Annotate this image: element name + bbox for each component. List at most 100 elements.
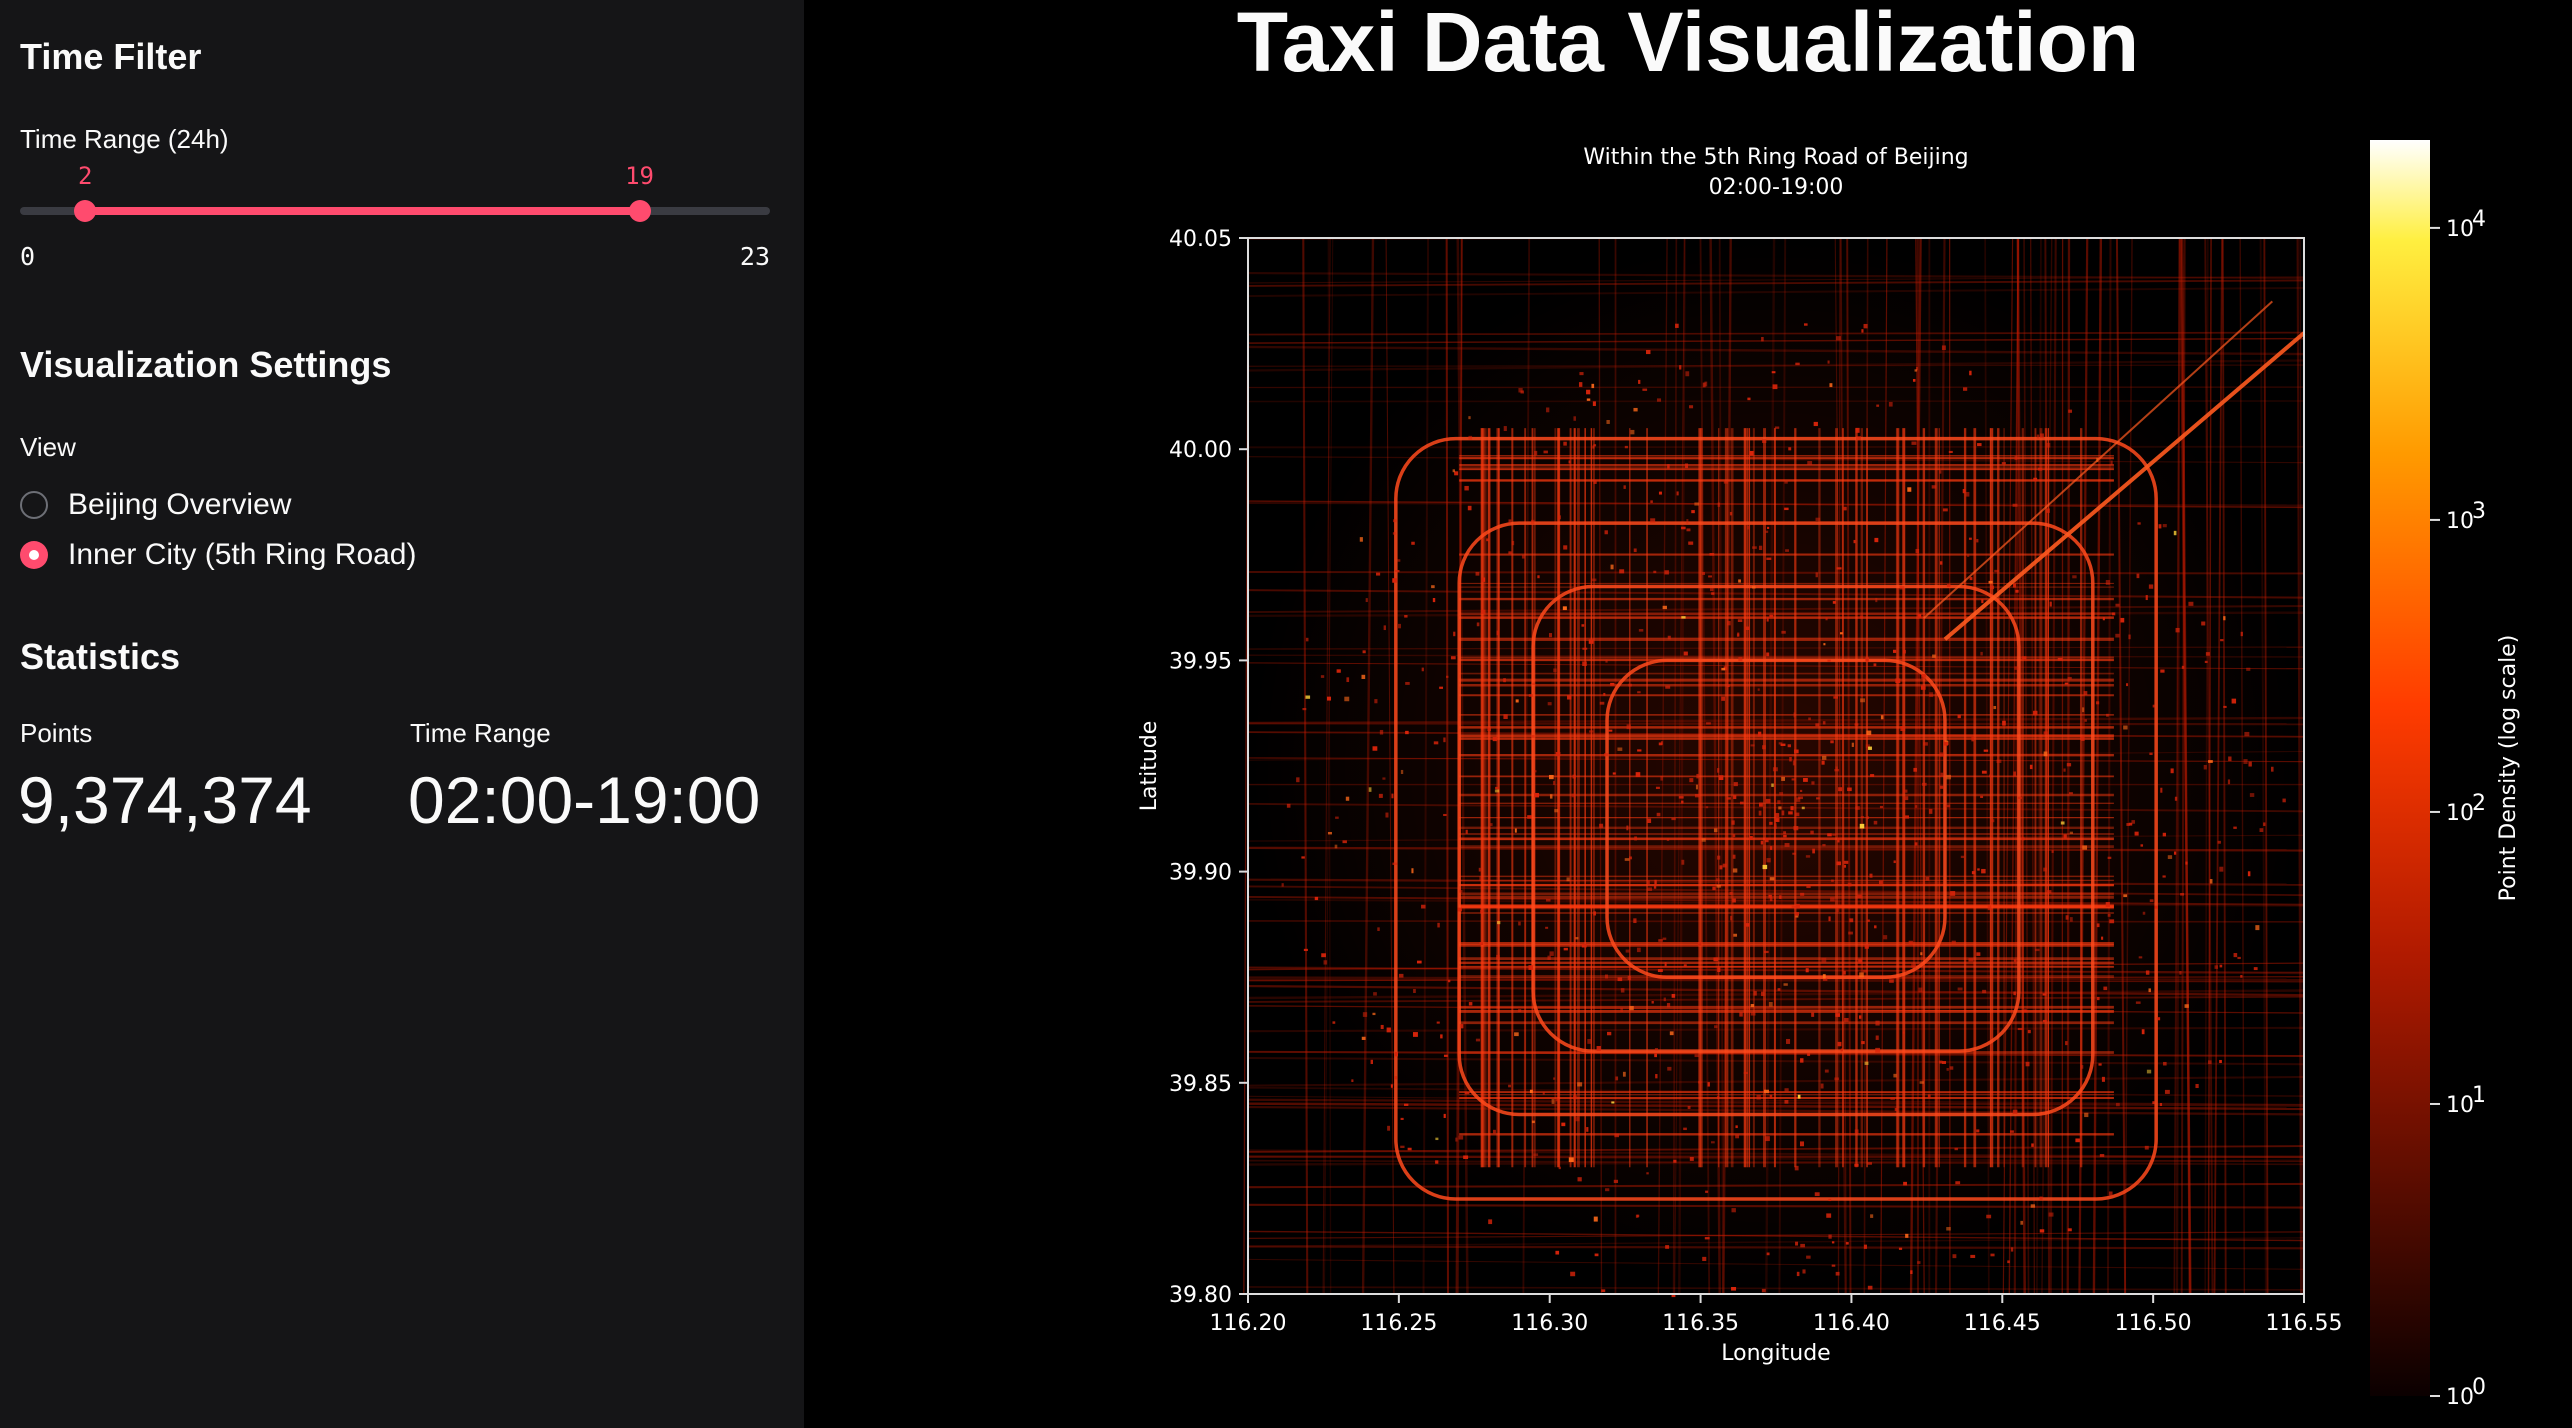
view-option-inner-city[interactable]: Inner City (5th Ring Road) bbox=[20, 538, 417, 572]
density-point bbox=[1592, 401, 1596, 407]
density-point bbox=[1952, 1254, 1957, 1259]
density-point bbox=[2022, 656, 2027, 660]
density-point bbox=[1717, 502, 1721, 507]
density-point bbox=[1368, 787, 1372, 792]
density-point bbox=[1392, 519, 1397, 523]
density-point bbox=[2175, 627, 2180, 633]
density-point bbox=[2160, 669, 2165, 673]
density-point bbox=[1781, 630, 1786, 634]
density-point bbox=[1508, 1084, 1512, 1088]
density-point bbox=[2067, 1228, 2072, 1232]
density-point bbox=[1822, 844, 1826, 847]
density-point bbox=[1904, 815, 1910, 819]
density-point bbox=[1784, 843, 1790, 847]
street-line bbox=[1672, 237, 1678, 1295]
density-point bbox=[1596, 1046, 1601, 1051]
density-point bbox=[1654, 879, 1657, 885]
density-point bbox=[1792, 760, 1796, 766]
street-line bbox=[1247, 1149, 2305, 1159]
radio-button[interactable] bbox=[20, 491, 48, 519]
density-point bbox=[1468, 416, 1471, 420]
density-point bbox=[2228, 756, 2232, 762]
street-line bbox=[1598, 237, 1603, 1295]
density-point bbox=[1578, 382, 1583, 387]
density-point bbox=[1971, 736, 1974, 742]
density-point bbox=[1732, 868, 1738, 873]
density-point bbox=[1633, 407, 1638, 412]
density-point bbox=[1392, 578, 1397, 583]
density-point bbox=[1671, 1293, 1676, 1298]
density-point bbox=[1851, 742, 1854, 747]
density-point bbox=[1827, 360, 1830, 364]
density-point bbox=[1717, 967, 1721, 973]
density-point bbox=[1733, 933, 1738, 937]
density-point bbox=[1747, 397, 1751, 401]
density-point bbox=[1915, 366, 1919, 371]
density-point bbox=[1913, 767, 1917, 772]
density-point bbox=[1613, 1179, 1619, 1183]
density-point bbox=[1531, 734, 1535, 738]
x-tick-label: 116.20 bbox=[1210, 1311, 1287, 1336]
density-point bbox=[1515, 699, 1519, 703]
density-point bbox=[1976, 1129, 1980, 1133]
density-point bbox=[1875, 597, 1878, 603]
density-point bbox=[1394, 1076, 1398, 1080]
density-point bbox=[1479, 942, 1484, 945]
slider-low-handle[interactable] bbox=[74, 200, 97, 222]
view-option-label: Inner City (5th Ring Road) bbox=[68, 538, 417, 571]
density-point bbox=[1610, 682, 1615, 686]
density-point bbox=[1990, 1253, 1995, 1257]
density-point bbox=[1615, 1076, 1619, 1081]
density-point bbox=[1962, 489, 1966, 494]
density-point bbox=[2270, 766, 2274, 772]
density-point bbox=[1630, 429, 1635, 435]
density-point bbox=[1791, 778, 1796, 781]
density-point bbox=[1875, 1035, 1879, 1040]
density-point bbox=[2043, 751, 2048, 757]
density-point bbox=[1702, 1256, 1707, 1262]
x-tick-label: 116.30 bbox=[1511, 1311, 1588, 1336]
density-point bbox=[1599, 701, 1605, 705]
density-point bbox=[1440, 1034, 1443, 1039]
density-point bbox=[1950, 891, 1956, 896]
density-point bbox=[1459, 889, 1463, 893]
density-point bbox=[2131, 820, 2135, 824]
density-point bbox=[1762, 745, 1766, 750]
density-point bbox=[1814, 1192, 1820, 1197]
density-point bbox=[2063, 834, 2067, 840]
density-point bbox=[2141, 1029, 2145, 1035]
density-point bbox=[1803, 323, 1808, 326]
density-point bbox=[1781, 776, 1786, 781]
density-point bbox=[2036, 659, 2040, 662]
street-line bbox=[1247, 1245, 2305, 1250]
density-point bbox=[1566, 877, 1570, 882]
street-line bbox=[1247, 1050, 2305, 1057]
density-point bbox=[1955, 1181, 1961, 1185]
density-point bbox=[1567, 695, 1572, 700]
density-point bbox=[2031, 1143, 2034, 1147]
density-point bbox=[1718, 775, 1724, 781]
density-point bbox=[1794, 1165, 1799, 1171]
density-point bbox=[1717, 768, 1720, 773]
density-point bbox=[1900, 726, 1906, 731]
radio-button[interactable] bbox=[20, 541, 48, 569]
density-point bbox=[1964, 1090, 1967, 1094]
density-point bbox=[1627, 975, 1631, 980]
view-option-beijing-overview[interactable]: Beijing Overview bbox=[20, 488, 291, 522]
density-point bbox=[1591, 383, 1595, 389]
density-point bbox=[1752, 546, 1757, 549]
density-point bbox=[1334, 844, 1338, 849]
density-point bbox=[1827, 833, 1832, 837]
density-point bbox=[1831, 1264, 1836, 1267]
density-point bbox=[1866, 730, 1872, 736]
density-point bbox=[1626, 724, 1631, 730]
density-point bbox=[2034, 948, 2040, 952]
density-point bbox=[1810, 830, 1814, 835]
density-point bbox=[1563, 545, 1568, 550]
density-point bbox=[2159, 1103, 2163, 1107]
slider-high-handle[interactable] bbox=[628, 200, 651, 222]
density-point bbox=[1895, 678, 1901, 684]
density-point bbox=[1611, 1101, 1615, 1104]
density-point bbox=[2033, 710, 2038, 716]
time-range-slider[interactable]: 2 19 0 23 bbox=[20, 150, 770, 280]
